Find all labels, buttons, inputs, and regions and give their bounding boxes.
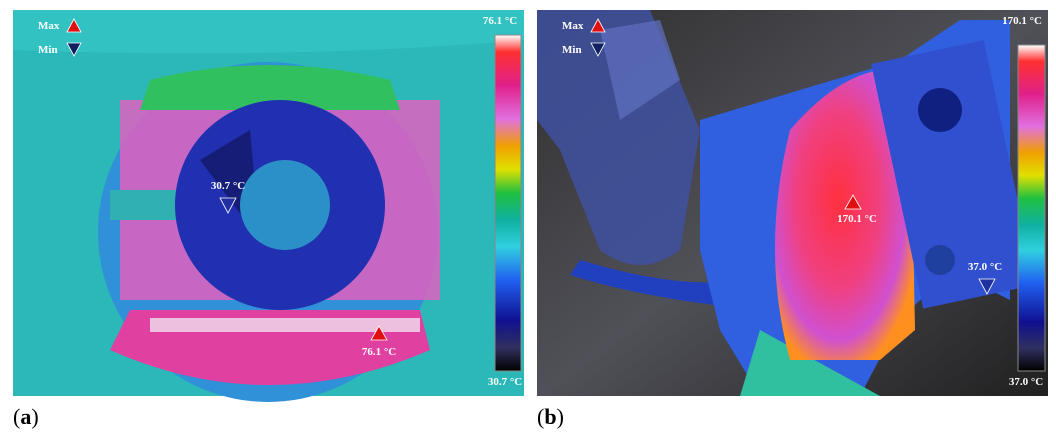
min-point-label: 37.0 °C bbox=[968, 261, 1002, 273]
scale-top: 76.1 °C bbox=[483, 15, 517, 27]
panel-a: Max Min 76.1 °C 30.7 °C 30.7 °C 76.1 °C bbox=[13, 10, 524, 402]
max-point-label: 170.1 °C bbox=[837, 213, 877, 225]
panel-caption: (a) bbox=[13, 404, 39, 429]
paren: ) bbox=[557, 404, 564, 429]
max-point-label: 76.1 °C bbox=[362, 346, 396, 358]
panel-letter: a bbox=[20, 404, 31, 429]
paren: ( bbox=[537, 404, 544, 429]
paren: ) bbox=[31, 404, 38, 429]
scale-top: 170.1 °C bbox=[1002, 15, 1042, 27]
min-point-label: 30.7 °C bbox=[211, 180, 245, 192]
color-scale bbox=[1018, 45, 1045, 371]
legend-max: Max bbox=[38, 20, 60, 32]
scale-bottom: 37.0 °C bbox=[1009, 376, 1043, 388]
scale-bottom: 30.7 °C bbox=[488, 376, 522, 388]
paren: ( bbox=[13, 404, 20, 429]
legend-min: Min bbox=[38, 44, 58, 56]
legend-max: Max bbox=[562, 20, 584, 32]
color-scale bbox=[495, 35, 521, 371]
figure: Max Min 76.1 °C 30.7 °C 30.7 °C 76.1 °C … bbox=[0, 0, 1056, 432]
panel-b: Max Min 170.1 °C 37.0 °C 170.1 °C 37.0 °… bbox=[537, 10, 1048, 396]
panel-caption: (b) bbox=[537, 404, 564, 429]
legend-min: Min bbox=[562, 44, 582, 56]
panel-letter: b bbox=[544, 404, 556, 429]
